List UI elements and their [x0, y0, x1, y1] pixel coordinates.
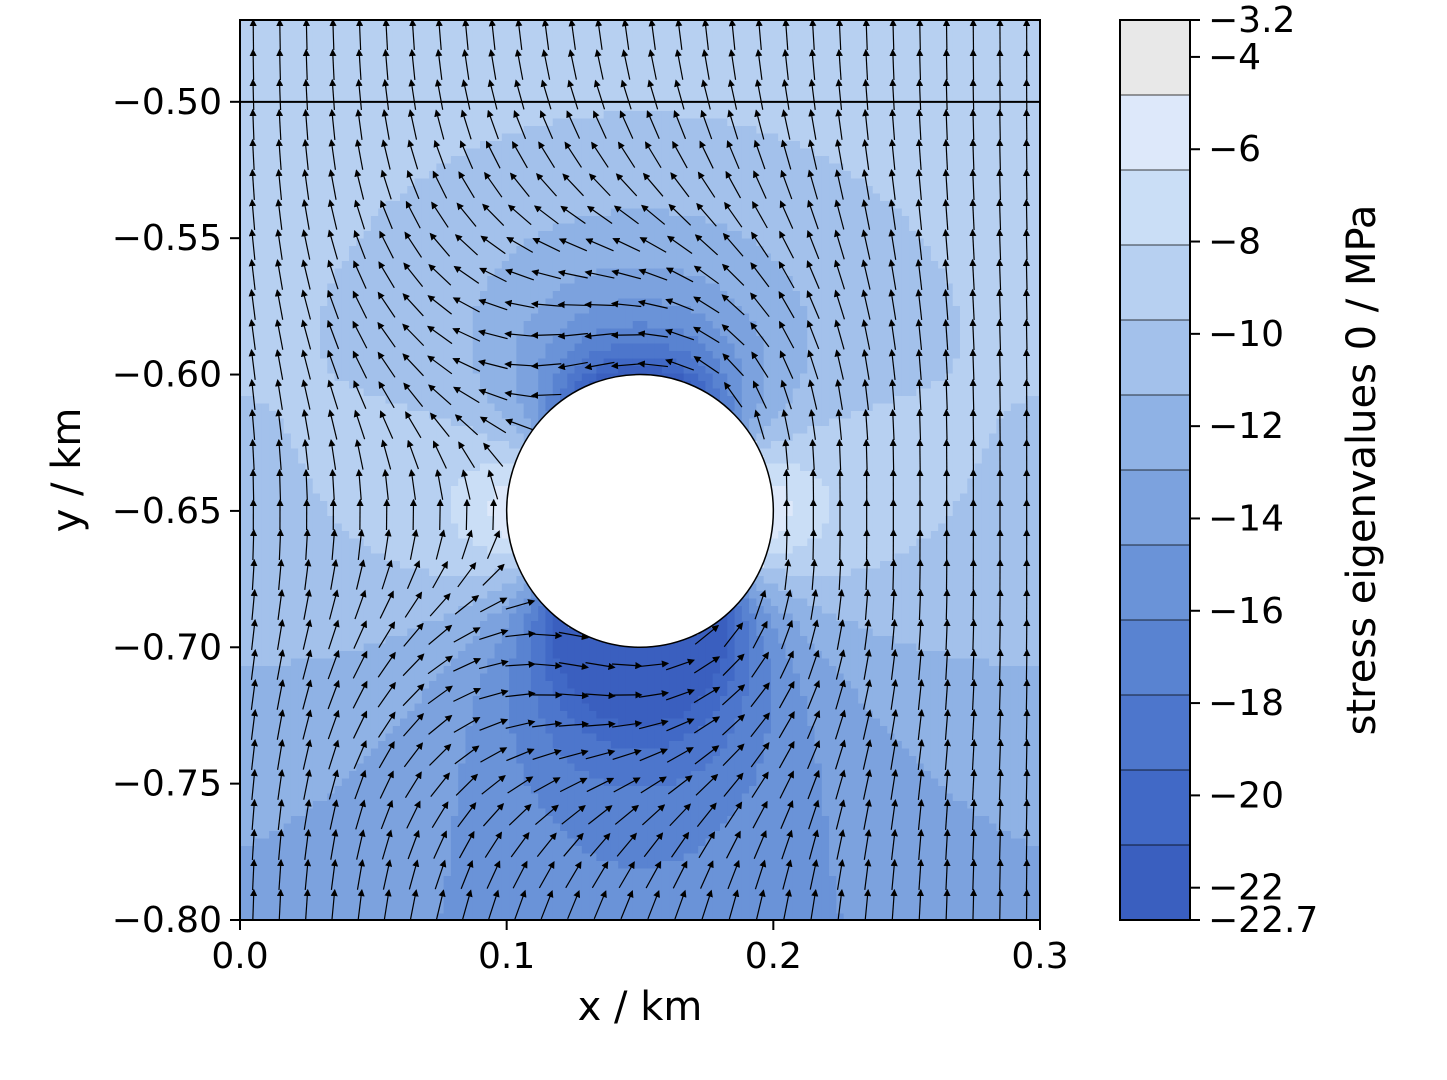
- colorbar-tick-label: −12: [1208, 406, 1284, 447]
- x-tick-label: 0.0: [211, 936, 268, 977]
- y-tick-label: −0.55: [112, 218, 222, 259]
- chart-svg: 0.0 0.1 0.2 0.3 −0.80 −0.75 −0.70 −0.65 −0.60 −0.…: [0, 0, 1447, 1080]
- hole-circle: [507, 375, 774, 648]
- colorbar-tick-label: −18: [1208, 683, 1284, 724]
- colorbar-tick-label: −3.2: [1208, 0, 1295, 41]
- chart-root: 0.0 0.1 0.2 0.3 −0.80 −0.75 −0.70 −0.65 −0.60 −0.…: [0, 0, 1447, 1080]
- x-axis-label: x / km: [578, 984, 703, 1030]
- colorbar: −22.7−22−20−18−16−14−12−10−8−6−4−3.2stre…: [1120, 0, 1385, 941]
- x-tick-label: 0.2: [745, 936, 802, 977]
- y-tick-label: −0.70: [112, 627, 222, 668]
- colorbar-tick-label: −14: [1208, 498, 1284, 539]
- colorbar-tick-label: −6: [1208, 129, 1261, 170]
- y-tick-label: −0.65: [112, 491, 222, 532]
- y-tick-label: −0.80: [112, 900, 222, 941]
- colorbar-tick-label: −16: [1208, 591, 1284, 632]
- y-tick-label: −0.50: [112, 82, 222, 123]
- y-tick-label: −0.75: [112, 764, 222, 805]
- y-tick-label: −0.60: [112, 355, 222, 396]
- colorbar-label: stress eigenvalues 0 / MPa: [1339, 205, 1385, 736]
- x-tick-label: 0.3: [1011, 936, 1068, 977]
- colorbar-tick-label: −10: [1208, 314, 1284, 355]
- colorbar-tick-label: −22: [1208, 868, 1284, 909]
- colorbar-tick-label: −8: [1208, 222, 1261, 263]
- x-tick-label: 0.1: [478, 936, 535, 977]
- colorbar-tick-label: −20: [1208, 775, 1284, 816]
- y-axis-label: y / km: [44, 408, 90, 533]
- colorbar-tick-label: −4: [1208, 37, 1261, 78]
